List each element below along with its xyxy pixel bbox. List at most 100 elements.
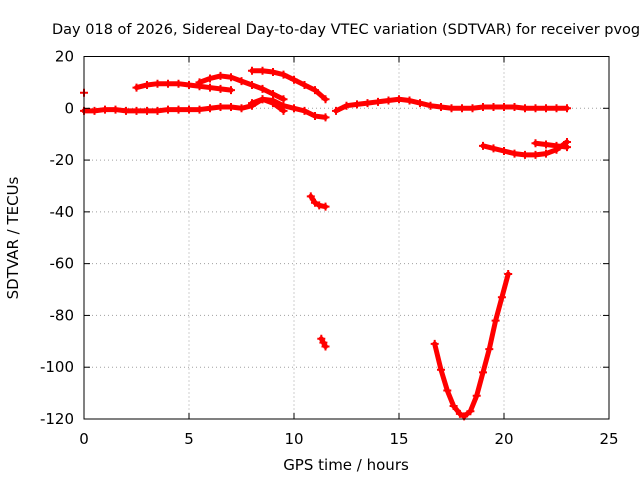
data-point [472,391,481,400]
data-point [279,95,288,104]
y-tick-label: 20 [55,48,74,66]
data-point [111,105,120,114]
data-point [542,104,550,113]
data-point [258,84,267,93]
data-point [153,79,162,88]
data-point [321,95,330,104]
data-point [227,73,235,82]
data-point [395,95,403,104]
data-point [311,86,319,95]
data-point [315,201,324,210]
data-point [479,368,487,377]
data-point [174,79,183,88]
x-axis-label: GPS time / hours [283,456,409,474]
data-point [237,77,246,86]
data-point [195,105,204,114]
data-point [290,75,298,84]
data-point [552,104,561,113]
data-point [504,270,513,278]
data-point [443,386,452,395]
data-point [269,68,277,77]
data-point [500,147,508,156]
data-point [384,96,393,105]
data-point [497,293,506,302]
data-point [455,409,464,418]
data-point [227,102,235,111]
chart-title: Day 018 of 2026, Sidereal Day-to-day VTE… [52,22,640,38]
series-arc-1 [80,95,330,122]
data-point [164,79,172,88]
data-point [258,66,267,75]
data-point [143,80,151,89]
data-point [458,104,466,113]
data-point [237,104,246,113]
data-point [269,99,277,108]
data-point [489,102,498,111]
data-point [279,70,288,79]
data-point [374,97,382,106]
data-point [153,106,162,115]
x-tick-label: 0 [79,430,89,448]
data-point [485,345,494,354]
y-tick-label: -100 [40,358,74,376]
data-point [489,144,498,153]
series-line [432,271,511,419]
y-tick-label: -40 [50,203,75,221]
data-point [542,140,550,149]
data-point [164,105,172,114]
data-point [122,106,130,115]
data-point [290,104,298,113]
series-line [134,81,234,93]
data-point [195,78,204,87]
data-point [248,66,256,75]
data-point [479,102,487,111]
data-point [531,150,540,159]
data-point [321,202,330,211]
data-point [430,339,439,348]
data-point [542,149,550,158]
data-point [90,106,99,115]
plot-frame [83,56,610,420]
data-point [563,104,571,113]
data-point [405,96,414,105]
data-point [466,407,475,416]
y-tick-label: -120 [40,410,74,428]
data-point [437,102,445,111]
series-arc-5 [248,95,288,115]
data-point [311,198,319,207]
data-point [353,100,361,109]
data-point [216,71,225,80]
data-point [510,149,519,158]
data-point [185,105,193,114]
x-tick-label: 15 [389,430,408,448]
data-point [269,90,277,99]
data-point [447,104,456,113]
data-point [321,342,330,351]
data-point [227,86,235,95]
x-tick-label: 5 [184,430,194,448]
data-point [332,106,340,115]
data-point [216,84,225,93]
data-point [521,104,529,113]
data-point [300,80,309,89]
data-point [531,104,540,113]
x-tick-label: 20 [494,430,513,448]
series-arc-11 [430,270,513,421]
data-point [416,99,424,108]
series-line [81,96,328,120]
data-point [321,113,330,122]
data-point [101,105,109,114]
series-arc-6 [306,192,330,211]
data-point [479,141,487,150]
data-point [531,139,540,148]
data-point [206,104,214,113]
data-point [132,106,141,115]
data-point [563,143,571,152]
x-tick-label: 25 [599,430,618,448]
axis-ticks: 0 5 10 15 20 25 -120 -100 -80 -60 -40 -20 0 20 [40,48,619,449]
grid [84,56,609,419]
data-point [437,365,445,374]
data-point [132,83,141,92]
y-tick-label: 0 [64,99,74,117]
